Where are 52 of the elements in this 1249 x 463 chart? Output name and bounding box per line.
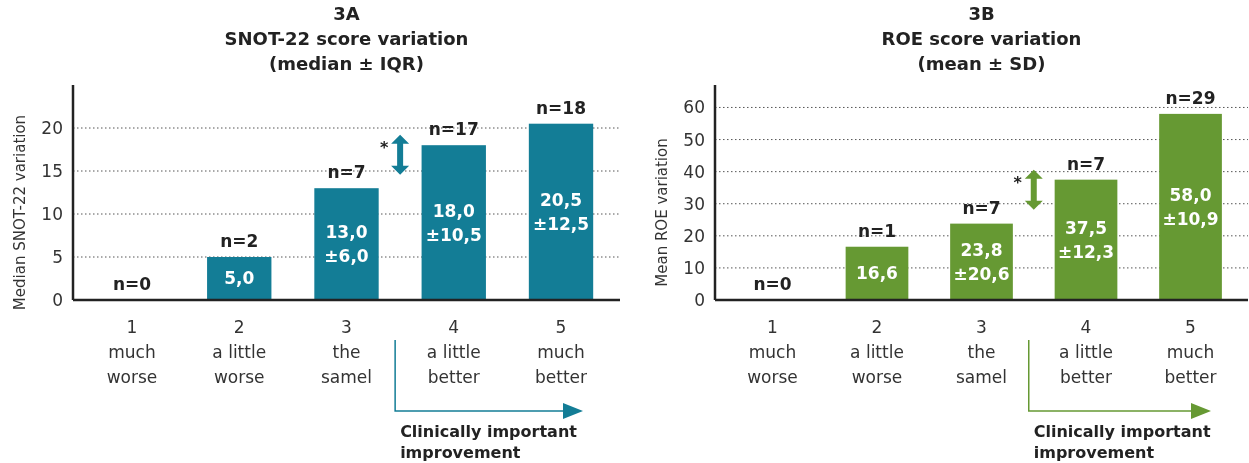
annotation: n=7 xyxy=(327,162,366,183)
annotation: n=7 xyxy=(1066,153,1106,174)
y-tick-label: 0 xyxy=(52,289,63,310)
annotation: n=1 xyxy=(857,220,897,241)
y-tick-label: 20 xyxy=(41,117,63,138)
y-tick-label: 10 xyxy=(683,257,705,278)
x-tick-label: 2 a little worse xyxy=(212,317,267,387)
annotation: n=18 xyxy=(536,97,587,118)
data-label: 58,0 ±10,9 xyxy=(1162,184,1219,229)
chart-title: 3A SNOT-22 score variation (median ± IQR) xyxy=(224,3,469,74)
x-tick-label: 2 a little worse xyxy=(850,317,904,387)
y-tick-label: 20 xyxy=(683,225,705,246)
data-label: 13,0 ±6,0 xyxy=(324,222,369,267)
chart-title: 3B ROE score variation (mean ± SD) xyxy=(881,3,1082,74)
annotation: * xyxy=(379,137,389,157)
x-tick-label: 4 a little better xyxy=(1059,317,1113,387)
bar xyxy=(314,188,379,300)
data-label: 16,6 xyxy=(856,263,898,284)
y-tick-label: 15 xyxy=(41,160,63,181)
data-label: 5,0 xyxy=(224,268,255,289)
y-tick-label: 10 xyxy=(41,203,63,224)
x-tick-label: 1 much worse xyxy=(747,317,798,387)
text: Clinically important improvement xyxy=(400,422,578,462)
data-label: 23,8 ±20,6 xyxy=(953,239,1010,284)
data-label: 18,0 ±10,5 xyxy=(425,200,482,245)
bar xyxy=(528,123,594,300)
x-tick-label: 5 much better xyxy=(1164,317,1217,387)
annotation: * xyxy=(1013,172,1023,192)
y-axis-title: Mean ROE variation xyxy=(653,138,671,287)
y-axis-title: Median SNOT-22 variation xyxy=(11,114,29,311)
data-label: 37,5 ±12,3 xyxy=(1057,217,1115,262)
y-tick-label: 40 xyxy=(683,161,705,182)
y-tick-label: 50 xyxy=(683,129,705,150)
x-tick-label: 5 much better xyxy=(534,317,588,387)
annotation: n=7 xyxy=(962,197,1001,218)
annotation: n=17 xyxy=(428,119,479,140)
x-tick-label: 4 a little better xyxy=(426,317,481,387)
y-tick-label: 60 xyxy=(683,97,705,118)
data-label: 20,5 ±12,5 xyxy=(532,189,590,234)
y-tick-label: 30 xyxy=(683,193,705,214)
annotation: n=0 xyxy=(753,274,792,294)
bar xyxy=(421,145,486,300)
y-tick-label: 5 xyxy=(52,246,63,267)
x-tick-label: 3 the samel xyxy=(955,317,1008,387)
annotation: n=0 xyxy=(112,274,152,294)
annotation: n=2 xyxy=(220,231,259,251)
x-tick-label: 1 much worse xyxy=(106,317,158,387)
y-tick-label: 0 xyxy=(694,289,705,310)
bar xyxy=(1159,113,1222,300)
annotation: n=29 xyxy=(1165,87,1216,108)
text: Clinically important improvement xyxy=(1033,422,1211,462)
x-tick-label: 3 the samel xyxy=(320,317,373,387)
